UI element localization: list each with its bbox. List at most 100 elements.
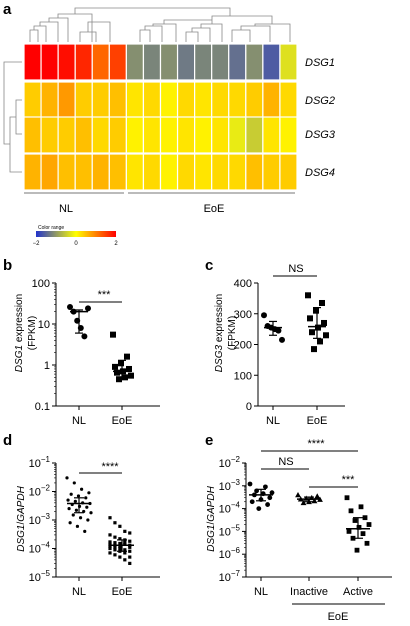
heatmap-cell [40,153,59,191]
data-point [356,524,362,530]
heatmap-cell [91,116,110,154]
data-point [346,529,352,534]
x-tick-label: NL [266,415,280,427]
y-tick-label: 10−4 [29,541,51,556]
heatmap-cell [23,116,42,154]
data-point [128,561,132,566]
heatmap-cell [159,116,179,154]
colorbar: Color range −2 0 2 [33,225,119,247]
data-point [118,546,122,551]
panel-b-plot: DSG1 expression (FPKM) *** 0.1 1 10 100 NL Eo… [14,278,160,427]
data-point [110,331,116,338]
data-point [78,516,83,520]
data-point [123,529,127,533]
data-point [108,516,112,520]
heatmap-cell [74,153,93,191]
data-point [85,305,91,312]
data-point [315,324,321,331]
y-tick-label: 0 [246,401,252,413]
heatmap-cell [125,81,145,119]
data-point [263,484,268,490]
group-label-nl: NL [59,203,73,215]
heatmap-cell [279,153,298,191]
heatmap-cell [228,116,247,154]
panel-d-plot: DSG1/GAPDH **** 10−5 10−4 10−3 10−2 10−1 NL Eo… [16,455,160,598]
data-point [128,372,134,379]
data-point [81,333,88,340]
heatmap-cell [262,116,281,154]
heatmap-cell [279,43,298,81]
colorbar-tick-mid: 0 [74,241,78,247]
heatmap-cell [159,81,179,119]
column-dendrogram [29,7,291,42]
data-point [68,521,72,525]
data-point [67,303,73,310]
data-point [108,533,112,537]
data-point [128,549,132,553]
data-point [247,481,253,487]
y-tick-label: 300 [234,309,252,321]
panel-e-significance-inactive-active: *** [342,474,356,486]
y-tick-label: 10−5 [29,569,51,584]
panel-d-significance: **** [101,461,119,473]
colorbar-tick-max: 2 [114,241,118,247]
heatmap-cell [23,43,42,81]
y-tick-label: 400 [234,278,252,290]
y-tick-label: 10−3 [29,512,51,527]
y-tick-label: 10−6 [219,546,241,561]
heatmap-cell [245,116,264,154]
heatmap-cell [125,43,145,81]
heatmap-cell [159,153,179,191]
data-point [305,292,311,299]
data-point [80,487,84,491]
heatmap-cell [74,43,93,81]
panel-letter-a: a [3,1,12,18]
heatmap-cell [108,43,127,81]
data-point [83,529,87,533]
heatmap-cell [142,116,162,154]
heatmap-cell [176,153,196,191]
data-point [86,518,90,522]
data-point [303,495,310,501]
heatmap-cell [40,43,59,81]
panel-letter-c: c [205,257,213,274]
heatmap-cell [142,81,162,119]
data-point [69,492,73,496]
y-tick-label: 1 [44,360,50,372]
panel-e-significance-nl-active: **** [307,438,325,450]
heatmap-cell [91,43,110,81]
data-point [71,513,75,517]
heatmap-cell [40,81,59,119]
data-point [311,346,317,353]
data-point [84,496,88,500]
heatmap-cell [228,81,247,119]
data-point [275,327,282,334]
heatmap-cell [142,43,162,81]
data-point [67,507,71,511]
heatmap-cell [108,81,127,119]
colorbar-gradient [36,231,116,237]
heatmap-cell [279,116,298,154]
heatmap-cells [23,43,298,191]
eoe-group-label: EoE [328,611,349,623]
heatmap-cell [23,81,42,119]
group-label-eoe: EoE [204,203,225,215]
data-point [123,551,127,555]
heatmap-cell [91,81,110,119]
data-point [113,545,117,549]
y-tick-label: 100 [32,278,50,290]
x-tick-label: Active [343,586,373,598]
data-point [112,363,118,370]
data-point [123,558,127,562]
heatmap-cell [142,153,162,191]
data-point [113,548,117,552]
gene-label-dsg4: DSG4 [305,167,335,179]
heatmap-cell [159,43,179,81]
data-point [364,540,370,546]
panel-e-plot: DSG1/GAPDH NS **** *** EoE 10−7 10−6 10−5 1… [206,438,392,623]
heatmap-cell [57,81,76,119]
heatmap-cell [125,116,145,154]
panel-e-significance-nl-inactive: NS [278,456,293,468]
gene-labels: DSG1 DSG2 DSG3 DSG4 [305,57,336,179]
